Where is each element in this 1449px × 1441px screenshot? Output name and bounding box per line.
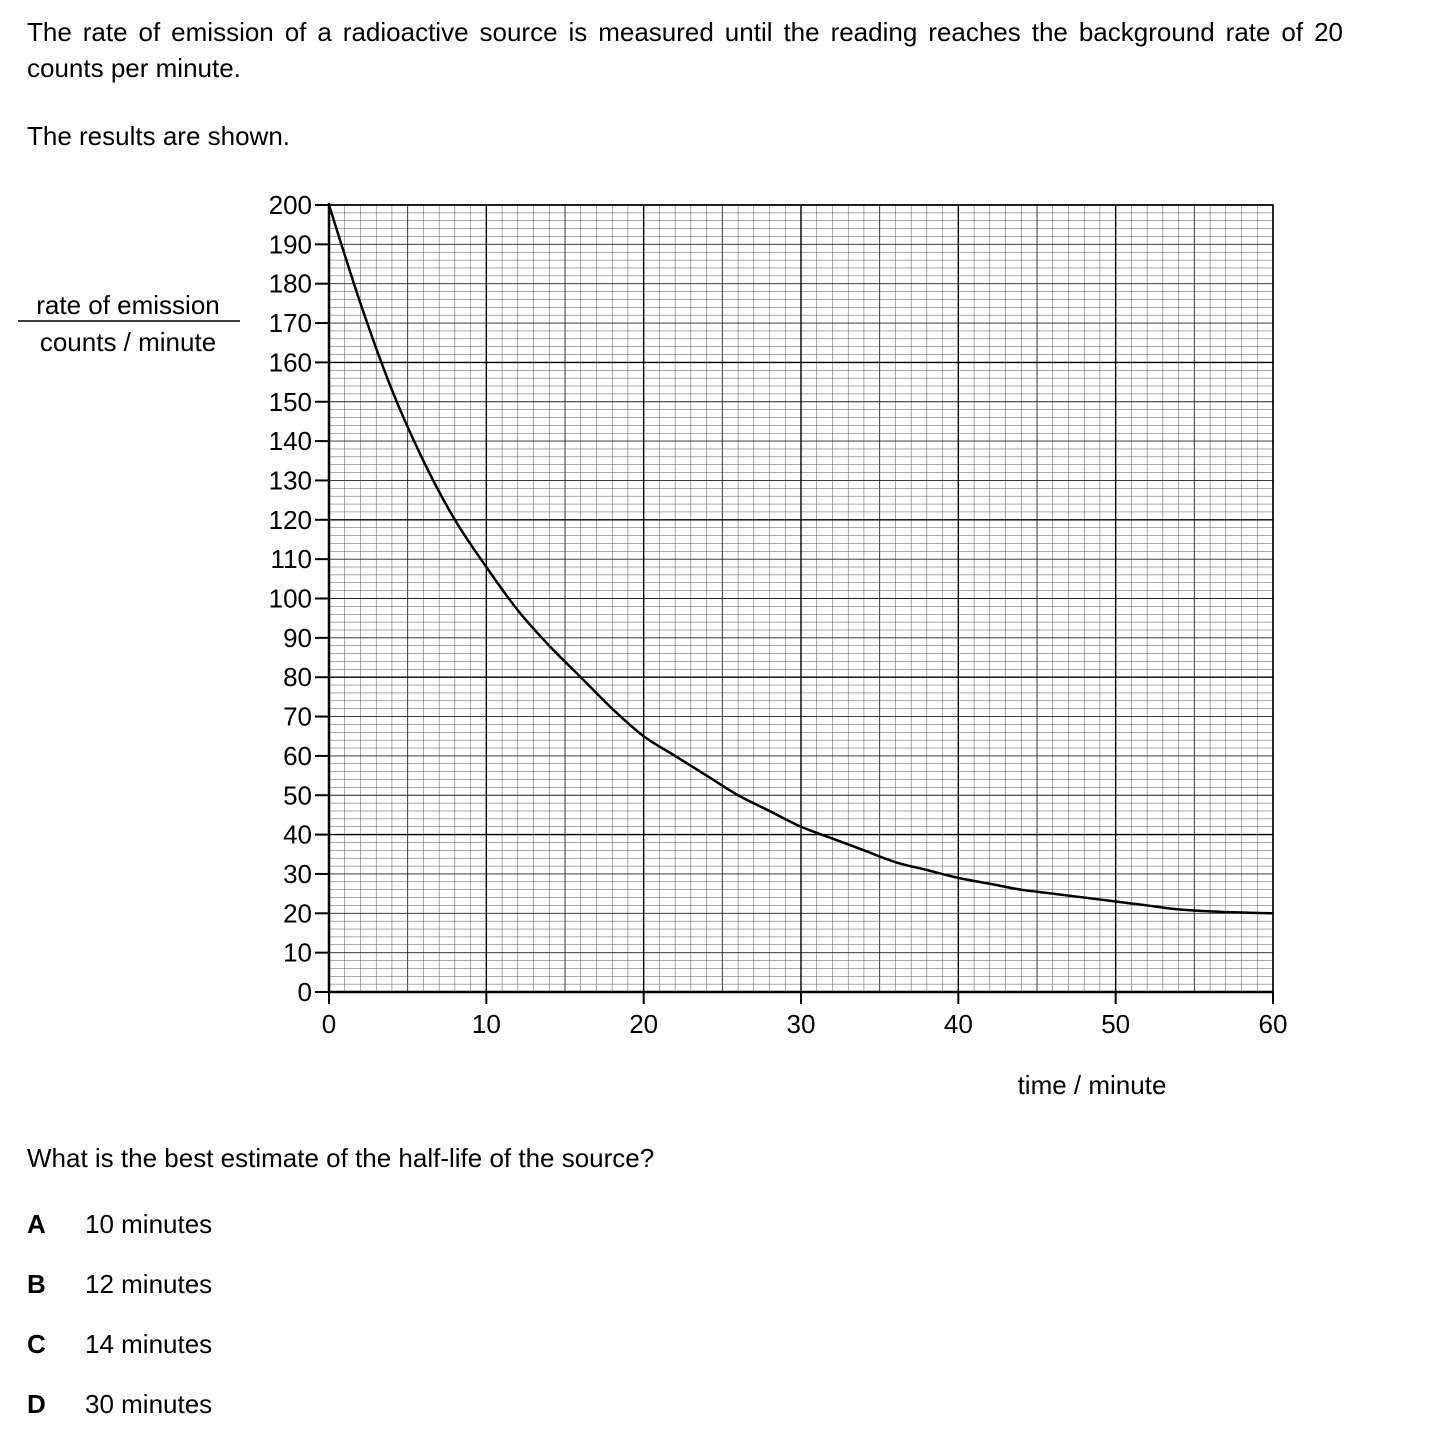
y-tick-label: 140	[269, 426, 312, 456]
axes	[315, 203, 1274, 1004]
y-tick-label: 130	[269, 465, 312, 495]
decay-chart: 0102030405060708090100110120130140150160…	[18, 190, 1288, 1100]
option-text: 12 minutes	[85, 1269, 213, 1299]
option-text: 10 minutes	[85, 1209, 213, 1239]
x-tick-label: 30	[787, 1009, 816, 1039]
y-tick-label: 0	[298, 977, 312, 1007]
y-tick-label: 90	[283, 623, 312, 653]
y-tick-label: 190	[269, 229, 312, 259]
y-tick-label: 60	[283, 741, 312, 771]
option-letter: B	[27, 1269, 46, 1299]
option-letter: C	[27, 1329, 46, 1359]
y-tick-label: 100	[269, 584, 312, 614]
y-tick-label: 80	[283, 662, 312, 692]
x-axis-label: time / minute	[1018, 1070, 1167, 1100]
results-text: The results are shown.	[27, 121, 291, 151]
tick-labels: 0102030405060708090100110120130140150160…	[269, 190, 1288, 1039]
y-tick-label: 50	[283, 780, 312, 810]
intro-text: The rate of emission of a radioactive so…	[27, 17, 1343, 83]
option-letter: D	[27, 1389, 46, 1419]
option-d[interactable]: D 30 minutes	[27, 1386, 212, 1422]
question-text: What is the best estimate of the half-li…	[27, 1143, 655, 1173]
x-tick-label: 0	[322, 1009, 336, 1039]
y-axis-label-top: rate of emission	[36, 290, 220, 320]
y-tick-label: 40	[283, 820, 312, 850]
y-tick-label: 180	[269, 269, 312, 299]
y-tick-label: 150	[269, 387, 312, 417]
x-tick-label: 20	[629, 1009, 658, 1039]
y-tick-label: 120	[269, 505, 312, 535]
y-tick-label: 10	[283, 938, 312, 968]
y-tick-label: 20	[283, 898, 312, 928]
y-tick-label: 30	[283, 859, 312, 889]
option-letter: A	[27, 1209, 46, 1239]
option-text: 14 minutes	[85, 1329, 213, 1359]
decay-curve	[327, 204, 1274, 915]
option-c[interactable]: C 14 minutes	[27, 1326, 212, 1362]
y-tick-label: 170	[269, 308, 312, 338]
x-tick-label: 60	[1259, 1009, 1288, 1039]
y-tick-label: 160	[269, 347, 312, 377]
option-a[interactable]: A 10 minutes	[27, 1206, 212, 1242]
x-tick-label: 10	[472, 1009, 501, 1039]
x-tick-label: 50	[1101, 1009, 1130, 1039]
y-axis-label-bottom: counts / minute	[40, 327, 216, 357]
x-tick-label: 40	[944, 1009, 973, 1039]
y-tick-label: 200	[269, 190, 312, 220]
y-tick-label: 110	[271, 544, 312, 574]
option-b[interactable]: B 12 minutes	[27, 1266, 212, 1302]
y-tick-label: 70	[283, 702, 312, 732]
option-text: 30 minutes	[85, 1389, 213, 1419]
